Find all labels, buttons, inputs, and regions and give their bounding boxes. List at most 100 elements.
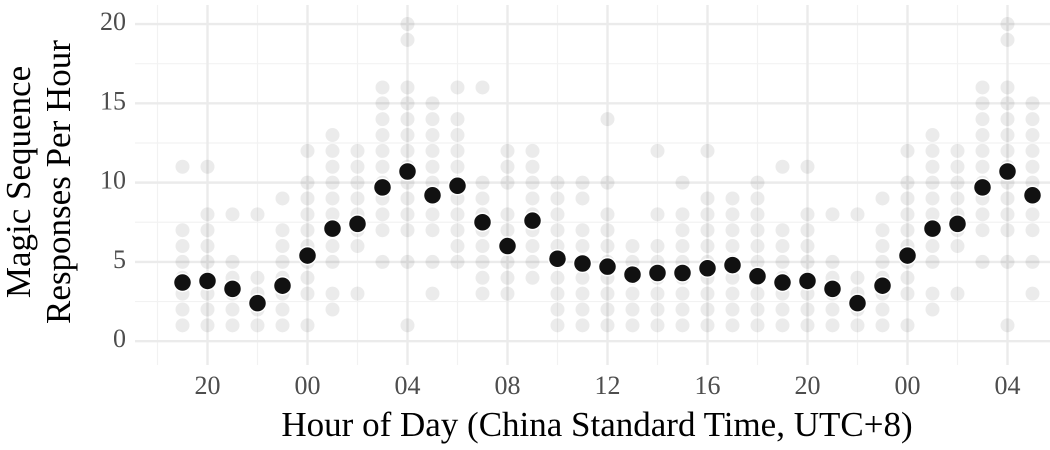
observation-point	[250, 270, 265, 285]
observation-point	[375, 207, 390, 222]
observation-point	[200, 286, 215, 301]
y-axis-title-line: Magic Sequence	[0, 66, 38, 298]
observation-point	[425, 112, 440, 127]
observation-point	[600, 112, 615, 127]
observation-point	[875, 191, 890, 206]
observation-point	[575, 191, 590, 206]
observation-point	[475, 254, 490, 269]
observation-point	[550, 175, 565, 190]
y-axis-title-line: Responses Per Hour	[39, 40, 78, 324]
observation-point	[575, 302, 590, 317]
observation-point	[300, 223, 315, 238]
observation-point	[475, 286, 490, 301]
observation-point	[925, 159, 940, 174]
observation-point	[500, 143, 515, 158]
observation-point	[950, 191, 965, 206]
observation-point	[925, 302, 940, 317]
observation-point	[575, 223, 590, 238]
observation-point	[200, 207, 215, 222]
mean-point	[1022, 185, 1043, 206]
observation-point	[600, 207, 615, 222]
mean-point	[472, 212, 493, 233]
observation-point	[475, 239, 490, 254]
observation-point	[225, 254, 240, 269]
observation-point	[900, 286, 915, 301]
mean-point	[197, 271, 218, 291]
observation-point	[375, 223, 390, 238]
observation-point	[700, 239, 715, 254]
mean-point	[297, 245, 318, 266]
observation-point	[975, 96, 990, 111]
observation-point	[175, 254, 190, 269]
y-tick-label: 20	[100, 7, 126, 36]
observation-point	[450, 191, 465, 206]
mean-point	[672, 263, 693, 283]
observation-point	[175, 239, 190, 254]
observation-point	[275, 239, 290, 254]
observation-point	[325, 191, 340, 206]
observation-point	[675, 239, 690, 254]
observation-point	[350, 143, 365, 158]
observation-point	[675, 223, 690, 238]
observation-point	[800, 159, 815, 174]
observation-point	[900, 318, 915, 333]
observation-point	[825, 302, 840, 317]
observation-point	[425, 223, 440, 238]
observation-point	[800, 239, 815, 254]
observation-point	[925, 239, 940, 254]
observation-point	[525, 191, 540, 206]
observation-point	[875, 318, 890, 333]
observation-point	[925, 254, 940, 269]
y-tick-label: 15	[100, 86, 126, 115]
observation-point	[500, 207, 515, 222]
observation-point	[350, 239, 365, 254]
observation-point	[475, 175, 490, 190]
observation-point	[675, 302, 690, 317]
observation-point	[1025, 207, 1040, 222]
x-tick-label: 12	[595, 371, 621, 400]
observation-point	[550, 286, 565, 301]
observation-point	[675, 175, 690, 190]
observation-point	[425, 143, 440, 158]
y-axis-title: Magic Sequence Responses Per Hour	[0, 40, 78, 324]
observation-point	[1025, 96, 1040, 111]
x-tick-label: 16	[695, 371, 721, 400]
observation-point	[525, 159, 540, 174]
observation-point	[1000, 128, 1015, 143]
observation-point	[800, 302, 815, 317]
observation-point	[300, 270, 315, 285]
mean-point	[322, 218, 343, 239]
observation-point	[650, 302, 665, 317]
observation-point	[925, 143, 940, 158]
mean-point	[372, 177, 393, 198]
observation-point	[225, 207, 240, 222]
x-tick-label: 00	[895, 371, 921, 400]
x-tick-label: 04	[395, 371, 421, 400]
observation-point	[1000, 112, 1015, 127]
observation-point	[925, 175, 940, 190]
observation-point	[900, 175, 915, 190]
observation-point	[350, 286, 365, 301]
observation-point	[1000, 80, 1015, 95]
observation-point	[350, 175, 365, 190]
observation-point	[650, 239, 665, 254]
observation-point	[375, 96, 390, 111]
observation-point	[450, 80, 465, 95]
observation-point	[950, 286, 965, 301]
observation-point	[650, 143, 665, 158]
observation-point	[900, 191, 915, 206]
observation-point	[400, 143, 415, 158]
observation-point	[375, 143, 390, 158]
observation-point	[275, 254, 290, 269]
observation-point	[950, 239, 965, 254]
observation-point	[500, 175, 515, 190]
observation-point	[475, 80, 490, 95]
observation-point	[350, 159, 365, 174]
observation-point	[375, 254, 390, 269]
y-tick-label: 0	[113, 324, 126, 353]
observation-point	[925, 191, 940, 206]
observation-point	[1000, 254, 1015, 269]
y-tick-label: 10	[100, 166, 126, 195]
observation-point	[800, 223, 815, 238]
observation-point	[775, 159, 790, 174]
